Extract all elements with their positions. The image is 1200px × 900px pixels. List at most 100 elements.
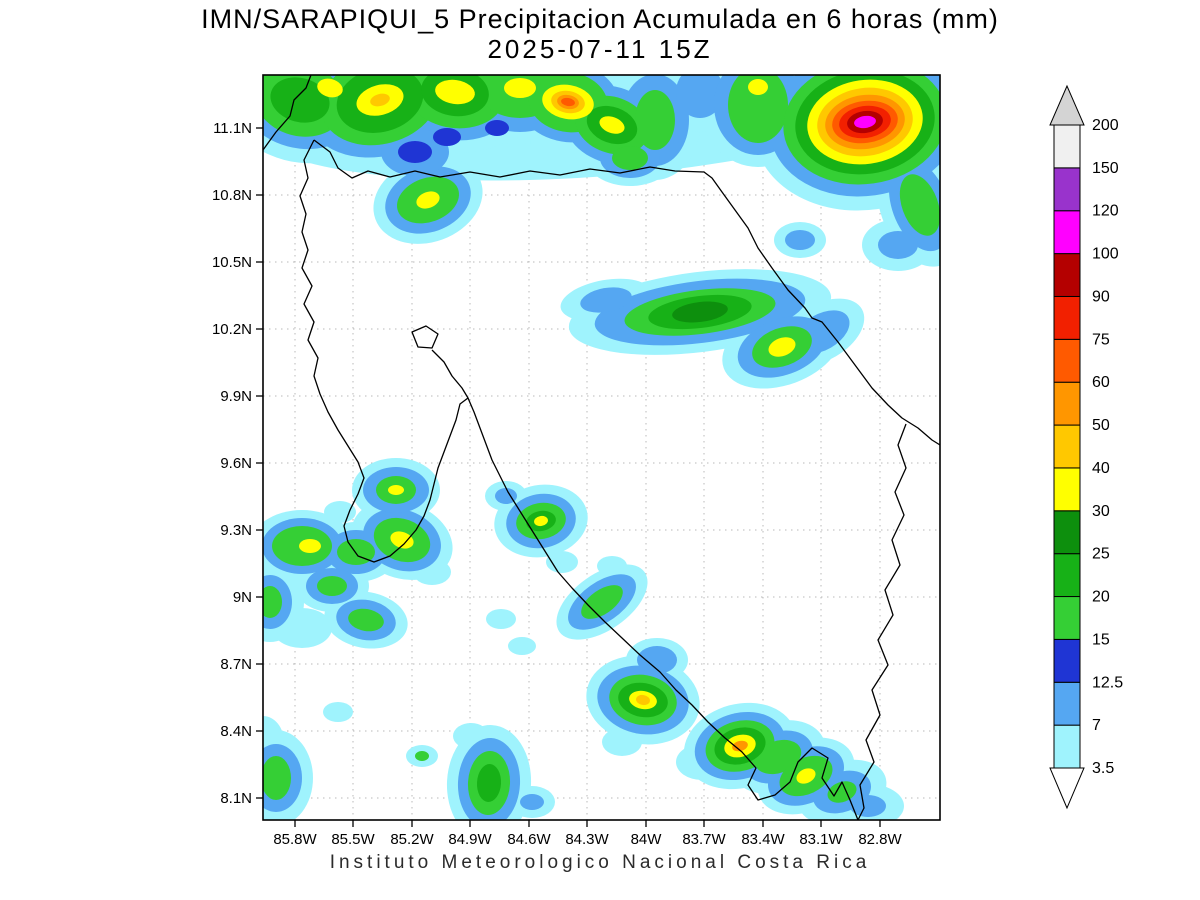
colorbar-label: 200 <box>1092 117 1119 134</box>
precip-cell <box>415 751 429 761</box>
precip-cell <box>317 78 343 98</box>
x-tick-label: 84.3W <box>565 831 609 848</box>
precip-cell <box>850 795 886 817</box>
colorbar-segment <box>1053 124 1081 169</box>
precip-cell <box>416 191 440 209</box>
chart-title: IMN/SARAPIQUI_5 Precipitacion Acumulada … <box>201 4 999 34</box>
colorbar-label: 90 <box>1092 288 1110 305</box>
coastline-path <box>431 349 469 399</box>
coastline-path <box>263 75 312 151</box>
y-tick-label: 8.4N <box>220 723 252 740</box>
y-tick-label: 9.6N <box>220 455 252 472</box>
precip-cell <box>263 586 282 618</box>
precip-cell <box>337 539 375 565</box>
colorbar-segment <box>1053 424 1081 469</box>
x-tick-label: 85.8W <box>273 831 317 848</box>
footer-credit: Instituto Meteorologico Nacional Costa R… <box>329 852 871 873</box>
precip-cell <box>504 78 536 98</box>
colorbar-label: 15 <box>1092 631 1110 648</box>
x-tick-label: 83.1W <box>799 831 843 848</box>
x-tick-label: 85.5W <box>331 831 375 848</box>
colorbar-label: 40 <box>1092 460 1110 477</box>
precip-cell <box>520 794 544 810</box>
coastline-path <box>299 139 907 820</box>
precip-cell <box>263 756 291 800</box>
precip-cell <box>599 116 625 134</box>
colorbar-segment <box>1053 681 1081 726</box>
colorbar-segment <box>1053 724 1081 769</box>
x-tick-label: 85.2W <box>390 831 434 848</box>
precip-cell <box>732 740 748 752</box>
precip-cell <box>768 337 796 357</box>
colorbar-segment <box>1053 253 1081 297</box>
precip-cell <box>323 702 353 722</box>
precip-cell <box>581 585 623 619</box>
precip-cell <box>796 768 816 784</box>
y-tick-label: 11.1N <box>213 120 252 137</box>
precip-cell <box>580 287 632 313</box>
colorbar-segment <box>1053 210 1081 255</box>
precip-cell <box>635 90 675 150</box>
colorbar-label: 30 <box>1092 503 1110 520</box>
y-tick-label: 8.1N <box>220 790 252 807</box>
colorbar-label: 20 <box>1092 589 1110 606</box>
precip-cell <box>388 485 404 495</box>
colorbar-segment <box>1053 510 1081 555</box>
precip-cell <box>854 115 876 129</box>
colorbar-segment <box>1053 338 1081 383</box>
colorbar-label: 25 <box>1092 546 1110 563</box>
x-tick-label: 84.6W <box>507 831 551 848</box>
colorbar-segment <box>1053 638 1081 683</box>
colorbar: 3.5 7 12.5 15 20 25 30 40 50 60 75 90 100 120 150 200 <box>1049 84 1123 810</box>
x-tick-label: 82.8W <box>858 831 902 848</box>
coastline-path <box>411 325 439 349</box>
axis-labels: 85.8W 85.5W 85.2W 84.9W 84.6W 84.3W 84W 83.7W 83… <box>212 120 903 848</box>
y-tick-label: 8.7N <box>220 656 252 673</box>
precip-cell <box>748 79 768 95</box>
colorbar-segment <box>1053 467 1081 512</box>
precip-cell <box>317 576 347 596</box>
precip-cell <box>370 93 390 107</box>
precip-cell <box>612 146 648 170</box>
colorbar-segment <box>1053 381 1081 426</box>
precip-cell <box>348 608 384 632</box>
x-tick-label: 84W <box>631 831 663 848</box>
y-tick-label: 10.2N <box>212 321 252 338</box>
colorbar-segment <box>1053 295 1081 340</box>
y-tick-label: 9.3N <box>220 522 252 539</box>
colorbar-label: 120 <box>1092 203 1119 220</box>
y-tick-label: 9N <box>233 589 252 606</box>
coastline-path <box>313 139 940 446</box>
precip-cell <box>433 128 461 146</box>
precip-cell <box>602 728 642 756</box>
colorbar-segment <box>1053 553 1081 598</box>
colorbar-label: 50 <box>1092 417 1110 434</box>
colorbar-label: 60 <box>1092 374 1110 391</box>
precip-cell <box>534 515 548 527</box>
precip-cell <box>508 637 536 655</box>
x-tick-label: 84.9W <box>448 831 492 848</box>
precip-cell <box>676 75 724 118</box>
precip-cell <box>486 609 516 629</box>
y-tick-label: 10.8N <box>212 187 252 204</box>
colorbar-label: 75 <box>1092 331 1110 348</box>
precip-cell <box>728 75 788 143</box>
precip-cell <box>636 694 650 706</box>
precip-cell <box>899 174 940 236</box>
colorbar-segment <box>1053 167 1081 212</box>
axis-ticks <box>256 127 881 827</box>
precip-cell <box>435 79 475 105</box>
precip-cell <box>597 556 627 576</box>
colorbar-label: 3.5 <box>1092 760 1114 777</box>
precip-cell <box>270 77 330 123</box>
colorbar-label: 150 <box>1092 160 1119 177</box>
precipitation-field <box>263 75 940 820</box>
colorbar-below-min-arrow <box>1049 767 1085 810</box>
precip-cell <box>637 646 677 674</box>
x-tick-label: 83.7W <box>682 831 726 848</box>
coastline <box>263 75 940 820</box>
precip-cell <box>299 539 321 553</box>
colorbar-label: 7 <box>1092 717 1101 734</box>
x-tick-label: 83.4W <box>741 831 785 848</box>
